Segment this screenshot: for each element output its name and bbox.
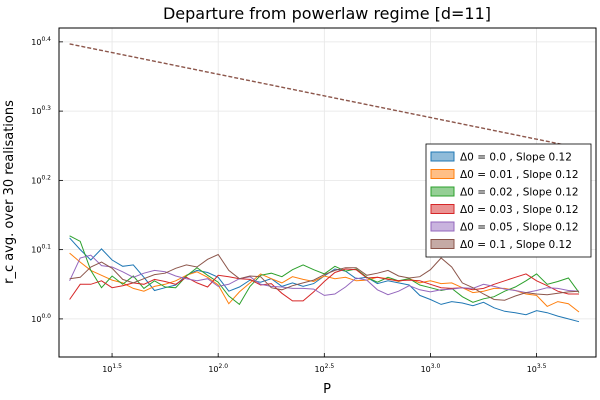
series-layer xyxy=(69,235,580,323)
plot-frame xyxy=(58,27,597,358)
y-tick-label-0: 100.0 xyxy=(31,313,51,324)
y-tick-label-1: 100.1 xyxy=(31,244,51,255)
legend-swatch-0 xyxy=(430,151,455,162)
legend-box xyxy=(425,143,592,258)
legend: Δ0 = 0.0 , Slope 0.12 Δ0 = 0.01 , Slope 0… xyxy=(425,143,592,258)
x-axis-label: P xyxy=(323,382,331,397)
x-tick-label-2: 102.5 xyxy=(314,363,334,374)
chart-title: Departure from powerlaw regime [d=11] xyxy=(163,4,491,23)
legend-label-1: Δ0 = 0.01 , Slope 0.12 xyxy=(460,169,579,181)
series-line-5 xyxy=(69,253,580,301)
legend-swatch-5 xyxy=(430,239,455,249)
y-axis-label: r_c avg. over 30 realisations xyxy=(2,100,17,284)
y-tick-label-4: 100.4 xyxy=(31,36,51,47)
series-line-4 xyxy=(69,254,580,296)
x-tick-label-3: 103.0 xyxy=(421,363,441,374)
series-line-3 xyxy=(69,268,579,302)
series-line-2 xyxy=(69,235,580,306)
legend-swatch-2 xyxy=(430,186,455,197)
legend-label-3: Δ0 = 0.03 , Slope 0.12 xyxy=(460,204,579,216)
x-tick-label-0: 101.5 xyxy=(102,363,122,374)
legend-label-2: Δ0 = 0.02 , Slope 0.12 xyxy=(460,187,579,199)
y-ticks: 100.0 100.1 100.2 100.3 100.4 xyxy=(31,36,63,324)
legend-swatch-1 xyxy=(430,169,455,179)
legend-swatch-3 xyxy=(430,204,455,214)
x-ticks: 101.5 102.0 102.5 103.0 103.5 xyxy=(102,353,547,374)
y-tick-label-2: 100.2 xyxy=(31,174,51,185)
reference-dashed-line xyxy=(69,43,580,149)
y-tick-label-3: 100.3 xyxy=(31,105,51,116)
reference-line-layer xyxy=(69,43,580,149)
legend-swatch-4 xyxy=(430,221,455,232)
legend-label-5: Δ0 = 0.1 , Slope 0.12 xyxy=(460,239,572,251)
legend-label-0: Δ0 = 0.0 , Slope 0.12 xyxy=(460,152,572,164)
legend-label-4: Δ0 = 0.05 , Slope 0.12 xyxy=(460,222,579,234)
x-tick-label-1: 102.0 xyxy=(208,363,228,374)
series-line-1 xyxy=(69,252,580,313)
x-tick-label-4: 103.5 xyxy=(527,363,547,374)
